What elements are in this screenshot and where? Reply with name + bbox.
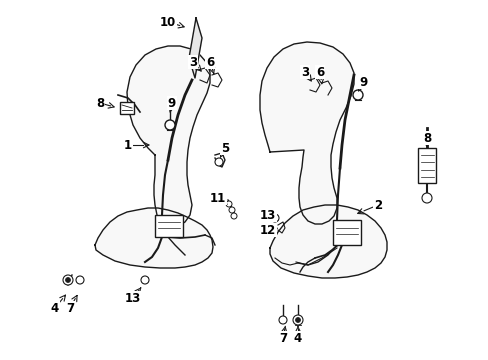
Text: 8: 8 [96, 96, 104, 109]
Text: 4: 4 [51, 302, 59, 315]
Text: 13: 13 [259, 208, 276, 221]
Circle shape [141, 276, 149, 284]
Text: 2: 2 [373, 198, 381, 212]
Text: 1: 1 [123, 139, 132, 152]
Circle shape [215, 158, 223, 166]
Circle shape [228, 207, 235, 213]
Text: 3: 3 [188, 55, 197, 68]
Text: 6: 6 [315, 66, 324, 78]
Text: 9: 9 [358, 76, 366, 89]
Circle shape [270, 214, 279, 222]
Circle shape [225, 201, 231, 207]
Circle shape [352, 90, 362, 100]
Text: 4: 4 [293, 332, 302, 345]
Polygon shape [260, 42, 353, 224]
Circle shape [295, 318, 300, 323]
Polygon shape [189, 18, 202, 78]
Circle shape [63, 275, 73, 285]
FancyBboxPatch shape [155, 215, 183, 237]
Text: 7: 7 [278, 332, 286, 345]
Polygon shape [269, 205, 386, 278]
Text: 10: 10 [160, 15, 176, 28]
Text: 12: 12 [259, 224, 276, 237]
Text: 9: 9 [167, 96, 176, 109]
Circle shape [230, 213, 237, 219]
Circle shape [76, 276, 84, 284]
FancyBboxPatch shape [417, 148, 435, 183]
Circle shape [292, 315, 303, 325]
FancyBboxPatch shape [332, 220, 360, 245]
Circle shape [65, 278, 70, 283]
Text: 11: 11 [209, 192, 225, 204]
Text: 13: 13 [124, 292, 141, 305]
Text: 5: 5 [221, 141, 229, 154]
Text: 3: 3 [300, 66, 308, 78]
Text: 6: 6 [205, 55, 214, 68]
FancyBboxPatch shape [120, 102, 134, 114]
Polygon shape [95, 208, 213, 268]
Text: 7: 7 [66, 302, 74, 315]
Polygon shape [127, 46, 209, 226]
Circle shape [279, 316, 286, 324]
Text: 8: 8 [422, 131, 430, 144]
Circle shape [164, 120, 175, 130]
Circle shape [421, 193, 431, 203]
